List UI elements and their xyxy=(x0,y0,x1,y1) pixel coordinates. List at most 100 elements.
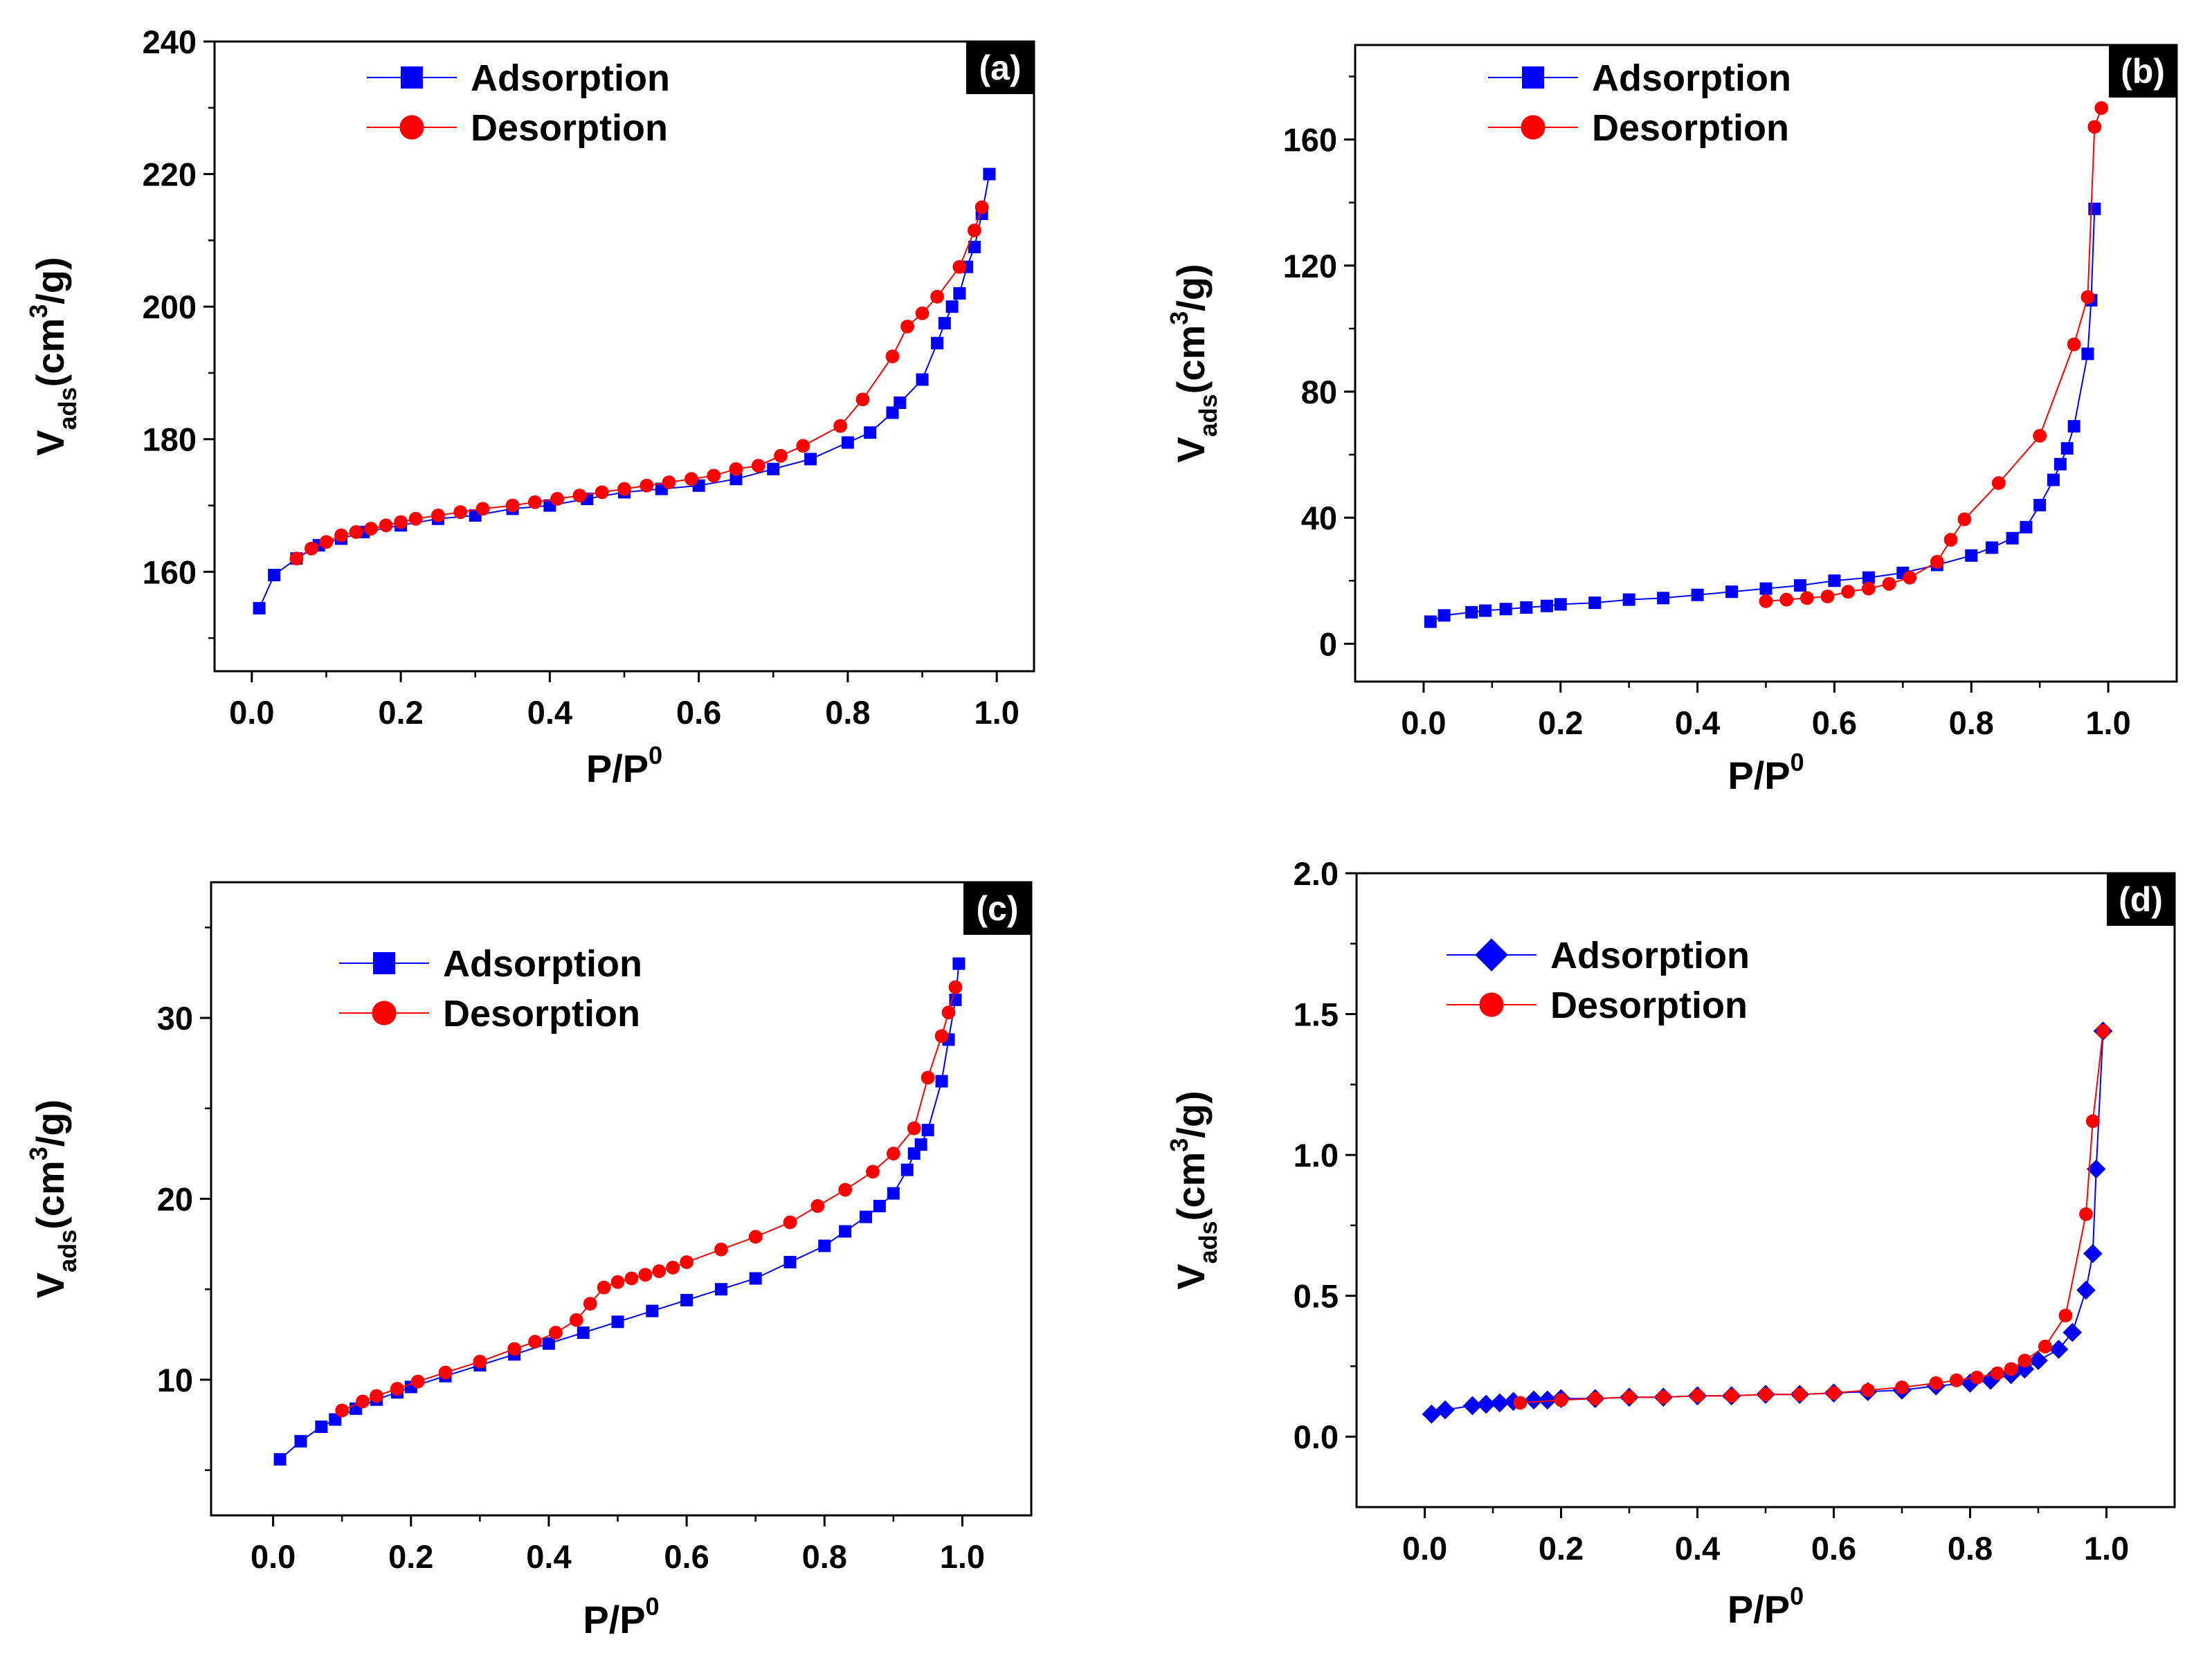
data-point xyxy=(610,1275,625,1289)
data-point xyxy=(729,473,743,486)
legend: Adsorption Desorption xyxy=(339,943,642,1034)
x-tick-label: 0.0 xyxy=(251,1538,296,1575)
data-point xyxy=(268,569,281,582)
data-point xyxy=(839,1225,852,1238)
chart-panel-3: 0.0 0.2 0.4 0.6 0.8 1.0 10 20 30 P/P0 Vads(cm3/g) (… xyxy=(24,881,1033,1641)
x-tick-label: 0.2 xyxy=(1538,704,1583,741)
data-point xyxy=(1991,1366,2004,1380)
data-point xyxy=(1957,512,1972,527)
panel-label: (b) xyxy=(2109,45,2177,98)
data-point xyxy=(617,482,631,496)
data-point xyxy=(438,1365,453,1380)
x-tick-label: 0.6 xyxy=(1812,704,1857,741)
data-point xyxy=(774,448,788,463)
legend-item: Adsorption xyxy=(339,943,642,985)
data-point xyxy=(1622,1390,1636,1405)
data-point xyxy=(315,1420,328,1433)
data-point xyxy=(390,1382,404,1396)
data-point xyxy=(1691,588,1704,601)
data-point xyxy=(1499,603,1512,616)
y-tick-label: 0.5 xyxy=(1294,1278,1339,1315)
data-point xyxy=(2080,290,2095,304)
y-tick-label: 2.0 xyxy=(1294,855,1339,892)
data-point xyxy=(783,1215,797,1230)
series-line xyxy=(1520,1030,2104,1404)
panel-label: (a) xyxy=(966,42,1034,94)
data-point xyxy=(1970,1370,1984,1385)
data-point xyxy=(2083,1243,2103,1264)
data-point xyxy=(1438,609,1451,622)
data-point xyxy=(505,498,520,513)
data-point xyxy=(410,1374,425,1389)
data-point xyxy=(646,1304,659,1317)
legend-marker xyxy=(399,115,424,140)
data-point xyxy=(2006,531,2019,545)
data-point xyxy=(952,957,966,970)
data-point xyxy=(1826,1386,1841,1401)
data-point xyxy=(968,240,981,253)
data-point xyxy=(952,259,967,274)
legend-label: Desorption xyxy=(1592,107,1789,149)
data-point xyxy=(749,1272,762,1285)
data-point xyxy=(783,1256,797,1268)
data-point xyxy=(548,1326,563,1340)
x-tick-label: 0.4 xyxy=(526,1538,571,1575)
data-point xyxy=(864,426,877,439)
data-point xyxy=(855,392,870,407)
data-point xyxy=(1929,1376,1943,1390)
panel-label-box xyxy=(966,42,1034,94)
data-point xyxy=(714,1242,728,1257)
panel-label: (d) xyxy=(2107,873,2175,926)
data-point xyxy=(652,1264,667,1278)
data-point xyxy=(1725,585,1739,599)
data-point xyxy=(974,200,989,215)
legend-item: Desorption xyxy=(339,993,640,1034)
data-point xyxy=(611,1315,624,1329)
data-point xyxy=(1965,549,1978,562)
data-point xyxy=(1930,555,1944,569)
data-point xyxy=(1841,585,1856,599)
data-point xyxy=(2018,1353,2032,1368)
data-point xyxy=(2038,1340,2052,1353)
x-tick-label: 0.8 xyxy=(1949,704,1994,741)
data-point xyxy=(684,472,698,486)
data-point xyxy=(1799,591,1814,605)
y-tick-label: 20 xyxy=(157,1181,193,1218)
series-desorption xyxy=(1513,1024,2110,1410)
data-point xyxy=(356,1394,370,1409)
data-point xyxy=(841,436,854,449)
x-tick-label: 0.8 xyxy=(1948,1530,1993,1567)
data-point xyxy=(1540,599,1553,612)
data-point xyxy=(1690,1389,1705,1403)
data-point xyxy=(1657,592,1670,605)
data-point xyxy=(329,1413,342,1426)
data-point xyxy=(335,1403,350,1418)
data-point xyxy=(2004,1362,2018,1376)
x-axis-label: P/P0 xyxy=(586,741,662,790)
data-point xyxy=(2033,428,2047,443)
data-point xyxy=(934,1029,949,1043)
data-point xyxy=(528,1335,542,1349)
panel-label-text: (b) xyxy=(2121,52,2165,91)
data-point xyxy=(914,1138,927,1151)
data-point xyxy=(2081,347,2094,361)
y-tick-label: 240 xyxy=(143,24,197,60)
data-point xyxy=(2033,498,2047,511)
data-point xyxy=(1513,1396,1527,1410)
x-tick-label: 0.6 xyxy=(676,694,721,731)
y-tick-label: 160 xyxy=(1283,122,1337,158)
data-point xyxy=(833,419,848,433)
data-point xyxy=(2054,457,2067,471)
data-point xyxy=(945,300,959,313)
series-desorption xyxy=(289,200,989,566)
data-point xyxy=(818,1239,831,1252)
legend-label: Adsorption xyxy=(1592,57,1791,99)
data-point xyxy=(767,462,780,475)
data-point xyxy=(379,518,393,533)
data-point xyxy=(1478,604,1492,617)
data-point xyxy=(887,1187,900,1200)
data-point xyxy=(364,522,378,536)
chart-panel-2: 0.0 0.2 0.4 0.6 0.8 1.0 0 40 80 120 160 P/P0 Vads(cm… xyxy=(1165,44,2178,797)
data-point xyxy=(597,1280,611,1295)
